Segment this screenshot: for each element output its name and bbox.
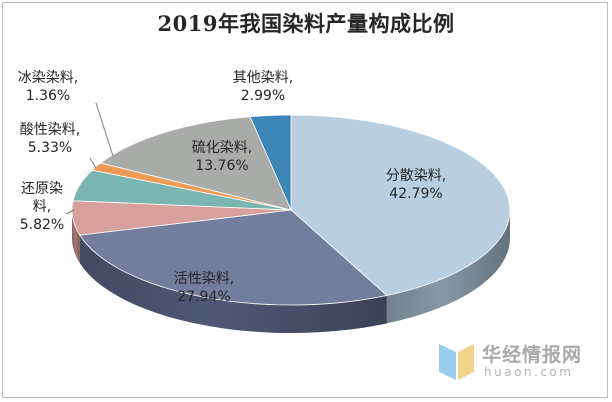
watermark: 华经情报网 huaon.com [436,338,596,384]
slice-label-其他染料: 其他染料, 2.99% [233,70,293,104]
watermark-en: huaon.com [484,365,574,379]
slice-label-line: 活性染料, [174,271,234,287]
slice-label-冰染染料: 冰染染料, 1.36% [18,70,78,104]
pie-side-shade-1 [79,235,387,333]
slice-label-line: 料, [33,199,51,215]
slice-label-line: 1.36% [26,88,70,104]
slice-label-line: 5.82% [20,217,64,233]
slice-label-line: 13.76% [195,158,248,174]
slice-label-line: 冰染染料, [18,70,78,86]
slice-label-line: 还原染 [21,181,63,197]
slice-label-line: 硫化染料, [192,140,252,156]
leader-line-3 [89,157,97,169]
slice-label-活性染料: 活性染料, 27.94% [174,271,234,305]
slice-label-line: 其他染料, [233,70,293,86]
slice-label-line: 27.94% [177,289,230,305]
pie-slice-硫化染料[interactable] [100,116,292,211]
pie-slice-活性染料[interactable] [79,209,388,306]
pie-slice-其他染料[interactable] [249,114,292,211]
slice-label-line: 分散染料, [386,168,446,184]
slice-label-分散染料: 分散染料, 42.79% [386,168,446,202]
slice-label-还原染料: 还原染料, 5.82% [20,181,64,233]
watermark-cn: 华经情报网 [482,344,583,366]
slice-label-line: 酸性染料, [20,122,80,138]
slice-label-line: 2.99% [241,88,285,104]
slice-label-硫化染料: 硫化染料, 13.76% [192,140,252,174]
leader-line-2 [65,209,75,215]
slice-label-line: 5.33% [28,140,72,156]
slice-label-line: 42.79% [389,186,442,202]
huaon-logo-icon [439,344,474,380]
leader-line-4 [95,102,114,157]
slice-label-酸性染料: 酸性染料, 5.33% [20,122,80,156]
pie-side-shade-0 [386,210,510,324]
pie-slice-分散染料[interactable] [290,114,511,296]
chart-title: 2019年我国染料产量构成比例 [157,11,455,36]
